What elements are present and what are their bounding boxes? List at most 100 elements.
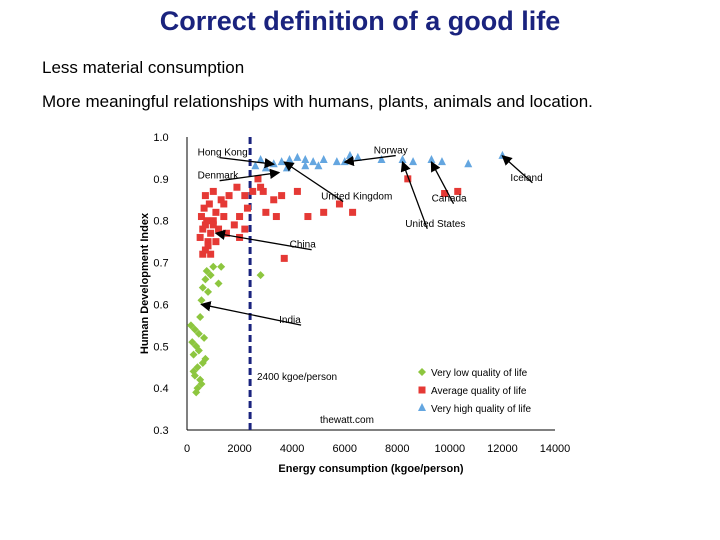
- data-point-square: [441, 190, 449, 198]
- data-point-triangle: [427, 155, 436, 164]
- data-point-square: [205, 200, 213, 208]
- data-point-diamond: [197, 379, 206, 388]
- data-point-diamond: [206, 271, 215, 280]
- annotation-label: Denmark: [198, 171, 240, 182]
- data-point-square: [201, 246, 209, 254]
- data-point-square: [212, 208, 220, 216]
- data-point-square: [204, 242, 212, 250]
- data-point-diamond: [186, 321, 195, 330]
- data-point-square: [203, 217, 211, 225]
- data-point-square: [199, 250, 207, 258]
- annotation-arrow: [219, 168, 281, 182]
- data-point-square: [280, 254, 288, 262]
- annotation-label: India: [279, 315, 301, 326]
- data-point-square: [209, 217, 217, 225]
- data-point-square: [222, 229, 230, 237]
- x-tick-label: 0: [184, 443, 190, 455]
- data-point-square: [304, 213, 312, 221]
- data-point-square: [270, 196, 278, 204]
- data-point-triangle: [332, 157, 341, 166]
- data-point-triangle: [251, 161, 260, 170]
- annotation-label: Hong Kong: [198, 148, 248, 159]
- annotation-label: Norway: [374, 146, 408, 157]
- data-point-square: [236, 213, 244, 221]
- data-point-square: [207, 250, 215, 258]
- data-point-square: [278, 192, 286, 200]
- data-point-diamond: [200, 333, 209, 342]
- data-point-triangle: [353, 152, 362, 161]
- data-point-triangle: [309, 157, 318, 166]
- x-axis-title: Energy consumption (kgoe/person): [278, 463, 464, 475]
- y-tick-label: 0.7: [153, 258, 168, 270]
- y-tick-label: 0.9: [153, 174, 168, 186]
- data-point-triangle: [269, 159, 278, 168]
- legend-label: Average quality of life: [431, 386, 527, 397]
- data-point-square: [197, 213, 205, 221]
- data-point-diamond: [196, 312, 205, 321]
- data-point-square: [349, 208, 357, 216]
- data-point-diamond: [188, 338, 197, 347]
- threshold-label: 2400 kgoe/person: [257, 372, 337, 383]
- data-point-diamond: [189, 350, 198, 359]
- data-point-square: [209, 187, 217, 195]
- data-point-diamond: [217, 262, 226, 271]
- y-axis-title: Human Development Index: [139, 212, 151, 354]
- data-point-square: [196, 233, 204, 241]
- x-tick-label: 14000: [540, 443, 571, 455]
- annotation-label: United Kingdom: [321, 192, 392, 203]
- annotation-arrow: [200, 301, 302, 326]
- data-point-diamond: [202, 266, 211, 275]
- y-tick-label: 0.4: [153, 383, 168, 395]
- data-point-square: [207, 229, 215, 237]
- data-point-square: [220, 200, 228, 208]
- data-point-square: [259, 187, 267, 195]
- data-point-square: [243, 204, 251, 212]
- data-point-triangle: [285, 155, 294, 164]
- data-point-square: [293, 187, 301, 195]
- annotation-label: Canada: [432, 194, 467, 205]
- y-tick-label: 0.6: [153, 299, 168, 311]
- x-tick-label: 12000: [487, 443, 518, 455]
- slide-title: Correct definition of a good life: [159, 6, 561, 36]
- legend-marker-square: [418, 386, 426, 394]
- annotation-arrow: [214, 229, 312, 251]
- data-point-triangle: [314, 161, 323, 170]
- data-point-square: [209, 221, 217, 229]
- data-point-diamond: [194, 329, 203, 338]
- data-point-diamond: [189, 367, 198, 376]
- legend-marker-diamond: [418, 368, 426, 376]
- data-point-triangle: [293, 152, 302, 161]
- data-point-square: [335, 200, 343, 208]
- annotation-label: United States: [405, 219, 465, 230]
- annotation-arrow: [400, 160, 428, 230]
- data-point-square: [230, 221, 238, 229]
- annotation-arrow: [343, 154, 396, 167]
- data-point-square: [320, 208, 328, 216]
- data-point-diamond: [201, 275, 210, 284]
- data-point-square: [225, 192, 233, 200]
- data-point-diamond: [214, 279, 223, 288]
- y-tick-label: 0.8: [153, 216, 168, 228]
- data-point-triangle: [345, 150, 354, 159]
- x-tick-label: 2000: [227, 443, 251, 455]
- data-point-triangle: [377, 155, 386, 164]
- data-point-square: [404, 175, 412, 183]
- x-tick-label: 10000: [435, 443, 466, 455]
- data-point-triangle: [409, 157, 418, 166]
- x-tick-label: 8000: [385, 443, 409, 455]
- data-point-square: [220, 213, 228, 221]
- annotation-arrow: [430, 160, 455, 204]
- data-point-square: [249, 187, 257, 195]
- data-point-diamond: [194, 346, 203, 355]
- data-point-diamond: [190, 325, 199, 334]
- data-point-square: [212, 238, 220, 246]
- data-point-diamond: [197, 296, 206, 305]
- data-point-square: [199, 225, 207, 233]
- y-tick-label: 1.0: [153, 132, 168, 144]
- data-point-square: [217, 196, 225, 204]
- data-point-diamond: [256, 271, 265, 280]
- data-point-square: [200, 204, 208, 212]
- annotation-arrow: [283, 161, 344, 203]
- bullet-less-consumption: Less material consumption: [42, 58, 245, 77]
- annotation-arrow: [219, 157, 276, 169]
